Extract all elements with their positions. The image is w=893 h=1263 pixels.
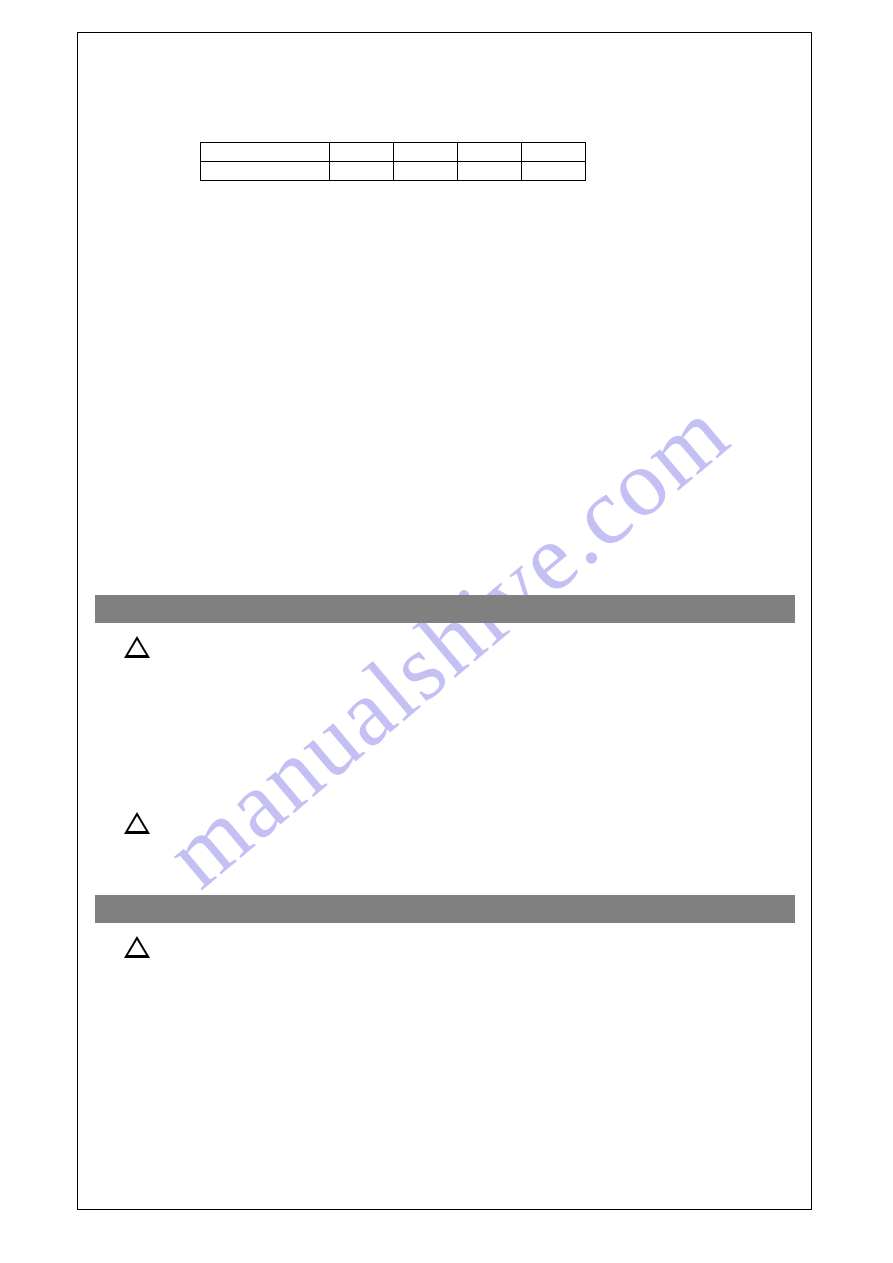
warning-icon (124, 936, 150, 958)
warning-icon (124, 812, 150, 834)
table-cell (522, 143, 586, 162)
table-cell (522, 162, 586, 181)
data-table (200, 142, 586, 181)
table-cell (394, 162, 458, 181)
table-cell (458, 162, 522, 181)
table-cell (330, 162, 394, 181)
table-row (201, 143, 586, 162)
warning-icon (124, 636, 150, 658)
table-cell (201, 143, 330, 162)
table-row (201, 162, 586, 181)
section-bar (95, 595, 795, 623)
table-cell (330, 143, 394, 162)
section-bar (95, 895, 795, 923)
table-cell (394, 143, 458, 162)
table-cell (201, 162, 330, 181)
table-cell (458, 143, 522, 162)
